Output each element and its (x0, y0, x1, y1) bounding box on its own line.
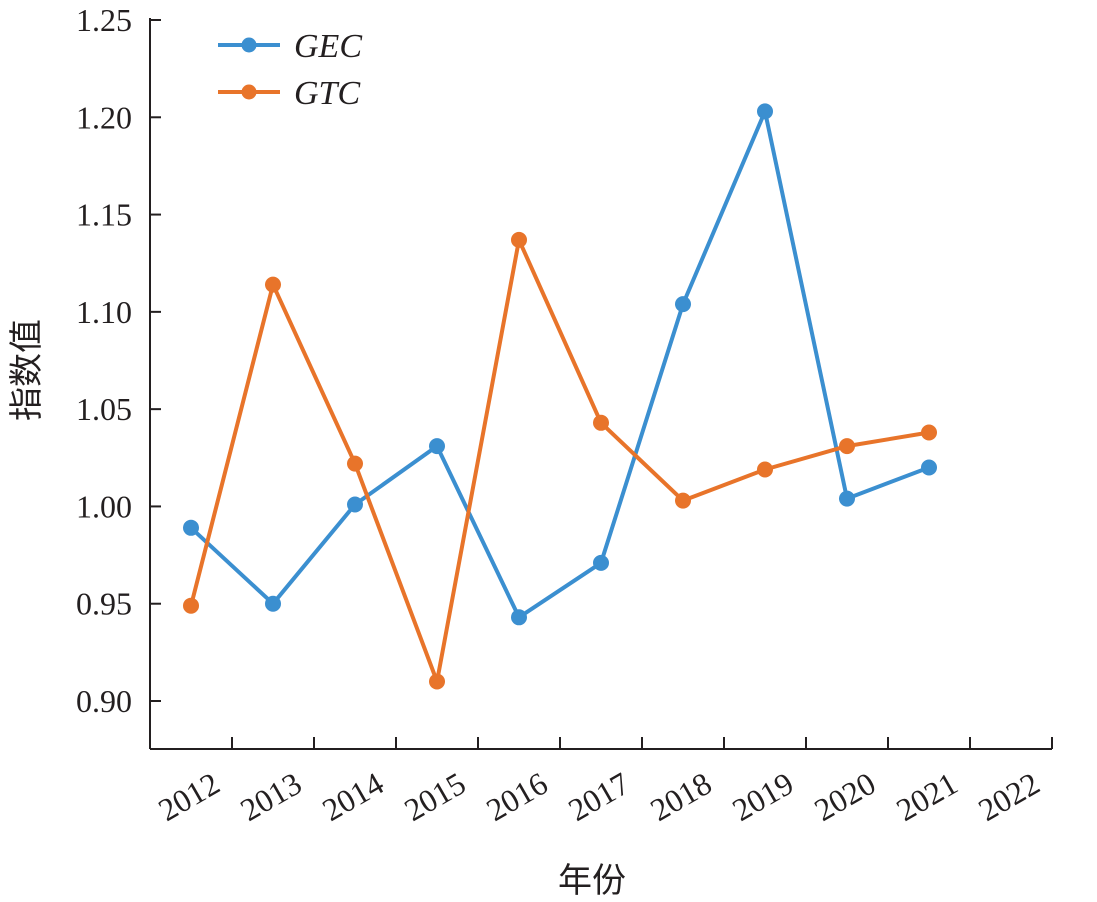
legend-label-gtc: GTC (294, 75, 360, 112)
y-tick-label: 1.05 (76, 391, 132, 427)
data-point-gtc (921, 424, 937, 441)
series-line-gec (189, 109, 930, 620)
data-point-gtc (429, 673, 445, 690)
legend: GEC GTC (218, 28, 362, 112)
data-point-gec (921, 459, 937, 476)
series-layer (183, 103, 937, 690)
data-point-gec (429, 438, 445, 455)
data-point-gec (757, 103, 773, 120)
legend-marker-gtc (241, 84, 257, 100)
y-tick-label: 1.20 (76, 99, 132, 135)
data-point-gtc (757, 461, 773, 478)
x-tick-label: 2020 (808, 765, 881, 828)
data-point-gec (511, 609, 527, 626)
y-tick-label: 1.10 (76, 294, 132, 330)
legend-item-gec: GEC (218, 28, 362, 65)
y-axis-ticks: 0.90 0.95 1.00 1.05 1.10 1.15 1.20 1.25 (76, 2, 161, 719)
legend-label-gec: GEC (294, 28, 362, 65)
y-tick-label: 1.25 (76, 2, 132, 38)
y-tick-label: 1.15 (76, 197, 132, 233)
data-point-gec (839, 490, 855, 507)
y-tick-label: 0.95 (76, 586, 132, 622)
y-axis-title: 指数值 (7, 319, 47, 421)
x-tick-label: 2021 (890, 765, 963, 828)
data-point-gtc (839, 438, 855, 455)
x-tick-label: 2018 (644, 765, 717, 828)
data-point-gec (265, 595, 281, 612)
x-tick-label: 2017 (562, 765, 635, 828)
x-axis-ticks: 2012 2013 2014 2015 2016 2017 2018 2019 2020 2021… (152, 737, 1053, 828)
data-point-gtc (183, 597, 199, 614)
x-tick-label: 2016 (480, 765, 553, 828)
data-point-gtc (593, 414, 609, 431)
data-point-gtc (675, 492, 691, 509)
y-tick-label: 0.90 (76, 683, 132, 719)
x-tick-label: 2012 (152, 765, 225, 828)
x-tick-label: 2019 (726, 765, 799, 828)
series-line-gtc (189, 237, 930, 684)
legend-item-gtc: GTC (218, 75, 360, 112)
x-tick-label: 2015 (398, 765, 471, 828)
x-axis-title: 年份 (558, 861, 626, 901)
y-tick-label: 1.00 (76, 488, 132, 524)
x-tick-label: 2013 (234, 765, 307, 828)
data-point-gec (675, 296, 691, 313)
data-point-gec (593, 554, 609, 571)
x-tick-label: 2014 (316, 765, 389, 828)
data-point-gtc (511, 231, 527, 248)
data-point-gec (347, 496, 363, 513)
legend-marker-gec (241, 37, 257, 53)
axes (149, 18, 1052, 750)
data-point-gec (183, 519, 199, 536)
data-point-gtc (347, 455, 363, 472)
data-point-gtc (265, 276, 281, 293)
x-tick-label: 2022 (972, 765, 1045, 828)
